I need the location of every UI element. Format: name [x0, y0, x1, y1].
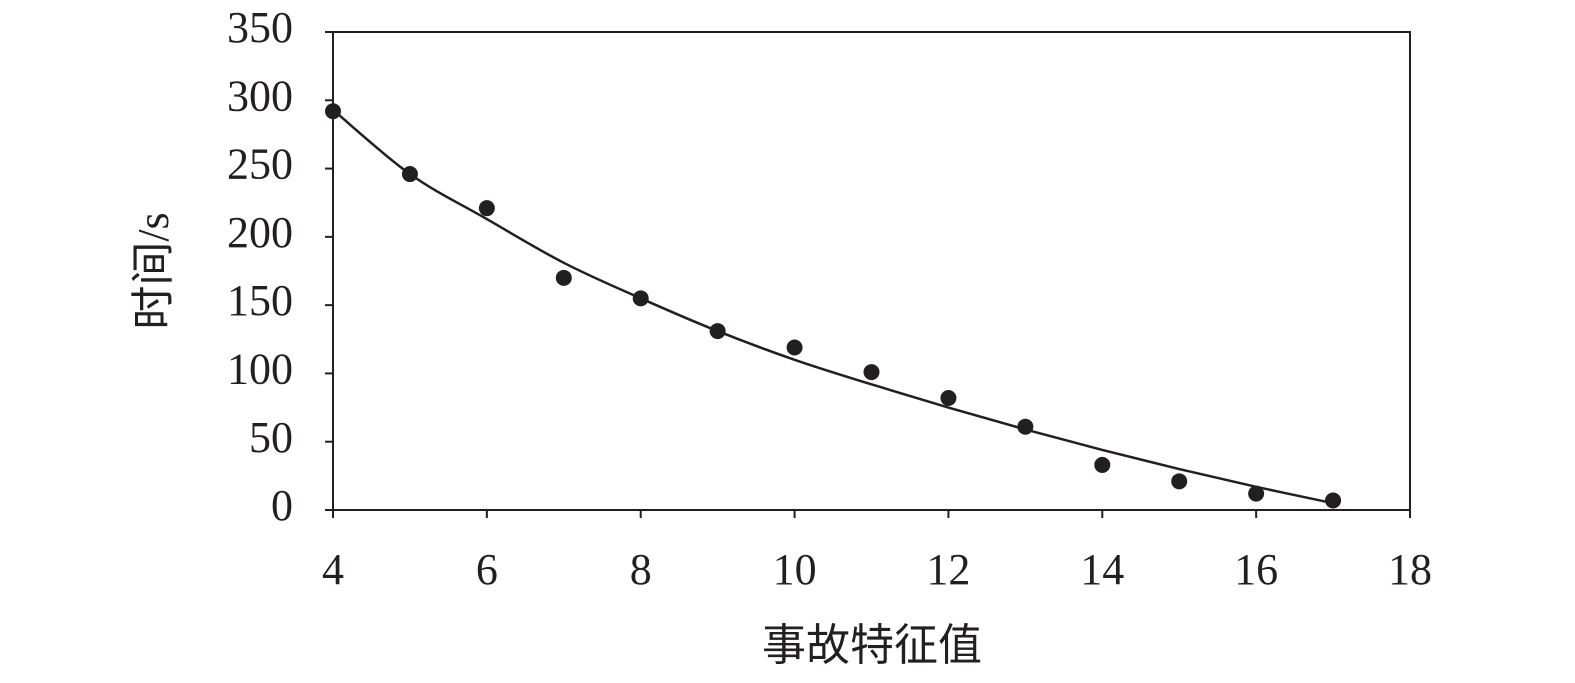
- y-tick-label: 50: [249, 413, 293, 462]
- x-tick-label: 12: [926, 545, 970, 594]
- data-point: [1325, 492, 1342, 509]
- fit-curve: [332, 108, 1334, 505]
- data-point: [1171, 473, 1188, 490]
- x-tick-label: 6: [476, 545, 498, 594]
- y-tick-label: 350: [227, 3, 293, 52]
- data-point: [786, 339, 803, 356]
- data-point: [863, 364, 880, 381]
- y-tick-label: 200: [227, 208, 293, 257]
- y-tick-label: 150: [227, 276, 293, 325]
- x-tick-label: 18: [1388, 545, 1432, 594]
- data-point: [555, 269, 572, 286]
- x-axis-label: 事故特征值: [762, 621, 982, 670]
- x-tick-label: 8: [630, 545, 652, 594]
- y-tick-label: 100: [227, 345, 293, 394]
- y-tick-label: 250: [227, 140, 293, 189]
- x-tick-label: 10: [773, 545, 817, 594]
- x-tick-label: 16: [1234, 545, 1278, 594]
- data-point: [478, 200, 495, 217]
- data-point: [1248, 485, 1265, 502]
- x-tick-label: 4: [322, 545, 344, 594]
- plot-frame: [332, 31, 1411, 511]
- y-tick-label: 0: [271, 481, 293, 530]
- data-point: [1094, 456, 1111, 473]
- y-axis-label: 时间/s: [129, 212, 178, 329]
- x-tick-label: 14: [1080, 545, 1124, 594]
- data-point: [940, 390, 957, 407]
- y-tick-label: 300: [227, 71, 293, 120]
